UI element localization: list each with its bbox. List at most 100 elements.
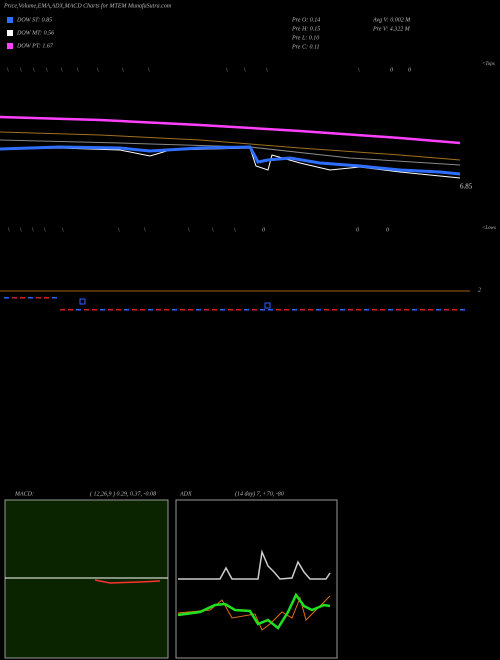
price-label: 6.85: [460, 183, 473, 191]
volume-bar: [140, 309, 145, 311]
legend-label: DOW PT: 1.67: [16, 43, 54, 49]
volume-bar: [332, 309, 337, 311]
volume-bar: [228, 309, 233, 311]
volume-bar: [68, 309, 73, 311]
volume-bar: [340, 309, 345, 311]
volume-bar: [380, 309, 385, 311]
top-mark: \: [226, 67, 228, 73]
mt-line: [0, 147, 461, 179]
volume-bar: [76, 309, 81, 311]
legend: DOW ST: 0.85 DOW MT: 0.56 DOW PT: 1.67: [7, 17, 54, 49]
volume-bar: [244, 309, 249, 311]
low-mark: \: [212, 227, 214, 233]
volume-bar: [180, 309, 185, 311]
stat: Pre O: 0.14: [291, 16, 320, 23]
low-mark: \: [32, 227, 34, 233]
volume-bar: [124, 309, 129, 311]
tops-label: <Tops: [482, 62, 495, 67]
stat: Pre V: 4.322 M: [372, 25, 411, 32]
volume-bar: [156, 309, 161, 311]
volume-bar: [52, 297, 57, 299]
top-mark: 0: [408, 67, 411, 73]
legend-swatch: [7, 43, 13, 49]
volume-bar: [364, 309, 369, 311]
top-mark: \: [7, 67, 9, 73]
stat: Avg V: 0.002 M: [372, 17, 411, 23]
volume-bar: [316, 309, 321, 311]
volume-bar: [356, 309, 361, 311]
low-mark: \: [8, 227, 10, 233]
top-mark: \: [61, 67, 63, 73]
volume-bar: [204, 309, 209, 311]
top-mark: \: [148, 67, 150, 73]
low-mark: 0: [356, 227, 359, 233]
volume-bar: [308, 309, 313, 311]
low-mark: 0: [386, 227, 389, 233]
top-mark: 0: [390, 67, 393, 73]
macd-panel: [4, 499, 169, 659]
volume: [4, 297, 465, 311]
adx-line: [178, 549, 331, 580]
low-mark: \: [20, 227, 22, 233]
volume-bar: [268, 309, 273, 311]
pt-line: [0, 115, 461, 145]
volume-bar: [396, 309, 401, 311]
volume-bar: [188, 309, 193, 311]
top-mark: \: [244, 67, 246, 73]
volume-bar: [292, 309, 297, 311]
stat: Pre L: 0.10: [291, 35, 319, 41]
legend-swatch: [7, 30, 13, 36]
legend-label: DOW MT: 0.56: [16, 30, 54, 36]
top-mark: \: [97, 67, 99, 73]
st-line: [0, 145, 461, 176]
volume-bar: [372, 309, 377, 311]
volume-bar: [84, 309, 89, 311]
volume-bar: [220, 309, 225, 311]
low-mark: \: [234, 227, 236, 233]
low-mark: 0: [262, 227, 265, 233]
volume-bar: [60, 309, 65, 311]
ema-line: [0, 131, 461, 161]
volume-bar: [212, 309, 217, 311]
low-mark: \: [144, 227, 146, 233]
volume-bar: [264, 302, 271, 309]
stat: Pre C: 0.11: [291, 44, 320, 50]
volume-bar: [36, 297, 41, 299]
top-mark: \: [46, 67, 48, 73]
volume-bar: [260, 309, 265, 311]
volume-bar: [444, 309, 449, 311]
volume-bar: [452, 309, 457, 311]
plus-di: [177, 592, 331, 630]
top-mark: \: [20, 67, 22, 73]
volume-bar: [460, 309, 465, 311]
top-mark: \: [358, 67, 360, 73]
volume-label: 2: [478, 287, 481, 293]
volume-bar: [348, 309, 353, 311]
volume-bar: [20, 297, 25, 299]
volume-bar: [12, 297, 17, 299]
top-mark: \: [33, 67, 35, 73]
macd-params: ( 12,26,9 ) 0.29, 0.37, -0.08: [90, 490, 156, 497]
adx-label: ADX: [179, 491, 192, 497]
low-mark: \: [118, 227, 120, 233]
volume-bar: [436, 309, 441, 311]
volume-bar: [100, 309, 105, 311]
volume-bar: [412, 309, 417, 311]
lows-label: <Lows: [482, 226, 496, 231]
volume-bar: [164, 309, 169, 311]
volume-bar: [252, 309, 257, 311]
chart-title: Price,Volume,EMA,ADX,MACD Charts for MTE…: [3, 2, 172, 9]
volume-bar: [4, 297, 9, 299]
volume-bar: [284, 309, 289, 311]
legend-swatch: [7, 17, 13, 23]
low-mark: \: [188, 227, 190, 233]
macd-label: MACD:: [14, 491, 34, 497]
low-mark: \: [62, 227, 64, 233]
volume-bar: [420, 309, 425, 311]
volume-bar: [108, 309, 113, 311]
volume-bar: [148, 309, 153, 311]
volume-bar: [79, 298, 86, 305]
volume-bar: [428, 309, 433, 311]
volume-bar: [44, 297, 49, 299]
